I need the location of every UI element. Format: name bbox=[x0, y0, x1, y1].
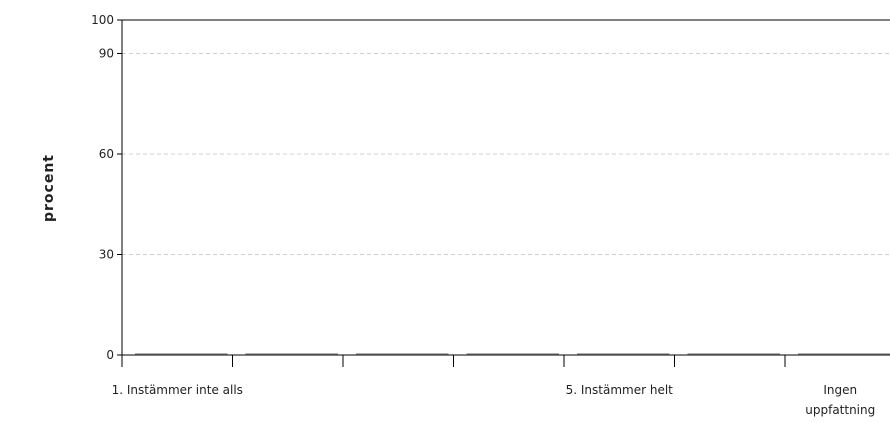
x-ticks: 1. Instämmer inte alls 5. Instämmer helt I… bbox=[112, 355, 875, 417]
y-tick-label: 30 bbox=[99, 248, 114, 262]
category-label: 1. Instämmer inte alls bbox=[112, 383, 243, 397]
category-label: 5. Instämmer helt bbox=[566, 383, 674, 397]
y-axis-label: procent bbox=[41, 154, 57, 222]
category-label: Ingen uppfattning bbox=[805, 383, 875, 417]
category-label-line: uppfattning bbox=[805, 403, 875, 417]
category-label-line: 5. Instämmer helt bbox=[566, 383, 674, 397]
y-tick-label: 90 bbox=[99, 47, 114, 61]
y-tick-label: 100 bbox=[91, 13, 114, 27]
y-tick-label: 0 bbox=[106, 348, 114, 362]
category-label-line: 1. Instämmer inte alls bbox=[112, 383, 243, 397]
y-tick-label: 60 bbox=[99, 147, 114, 161]
grid-layer bbox=[122, 53, 890, 255]
y-ticks: 0 30 60 90 100 bbox=[91, 13, 122, 362]
category-label-line: Ingen bbox=[823, 383, 857, 397]
